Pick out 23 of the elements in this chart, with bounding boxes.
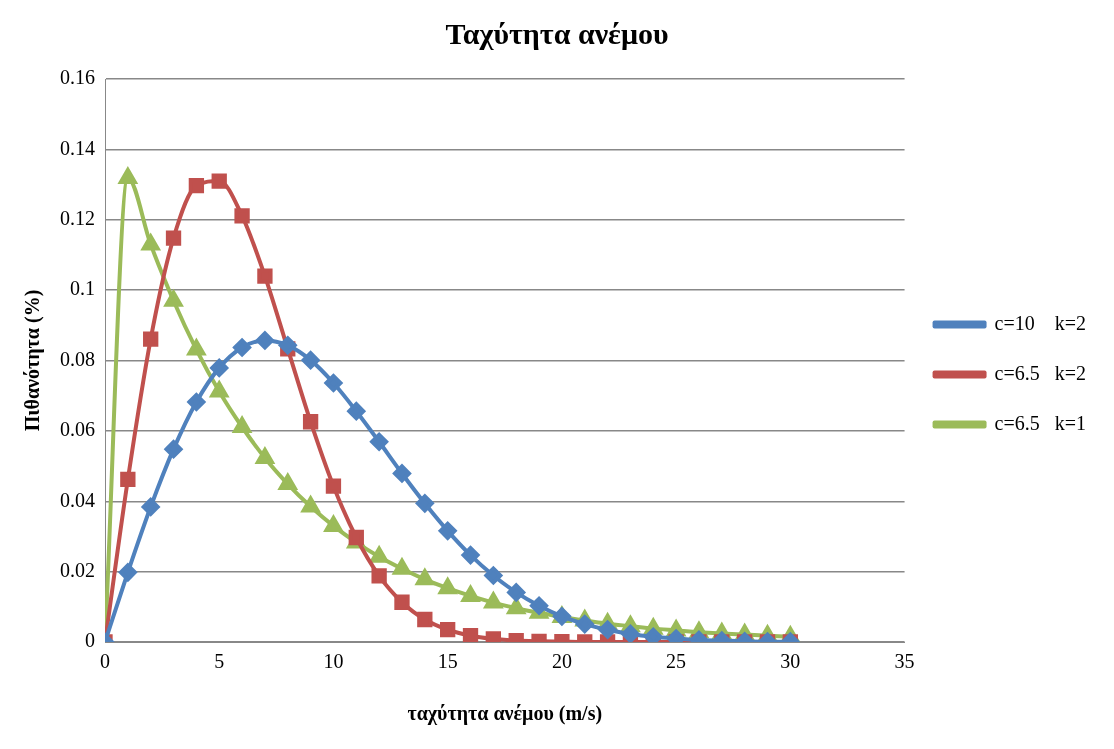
y-tick-label: 0.12	[60, 207, 95, 229]
y-tick-label: 0.04	[60, 488, 95, 511]
legend-label: c=6.5 k=1	[994, 411, 1086, 434]
legend-label: c=6.5 k=2	[994, 361, 1086, 384]
x-tick-label: 25	[666, 650, 687, 673]
y-tick-label: 0	[85, 629, 95, 652]
chart-title: Ταχύτητα ανέμου	[445, 16, 669, 50]
x-tick-label: 15	[437, 650, 458, 673]
x-tick-label: 35	[894, 650, 915, 673]
y-tick-label: 0.16	[60, 66, 95, 89]
legend-label: c=10 k=2	[994, 311, 1086, 334]
x-tick-label: 5	[214, 650, 225, 673]
y-tick-label: 0.02	[60, 558, 95, 581]
y-tick-label: 0.14	[60, 136, 95, 159]
x-tick-label: 30	[780, 650, 801, 673]
x-tick-label: 0	[100, 650, 110, 673]
x-axis-title: ταχύτητα ανέμου (m/s)	[407, 702, 603, 726]
y-tick-label: 0.08	[60, 347, 95, 370]
y-axis-title: Πιθανότητα (%)	[21, 289, 45, 432]
y-tick-label: 0.06	[60, 418, 95, 441]
y-tick-label: 0.1	[70, 277, 95, 300]
x-tick-label: 20	[551, 650, 572, 673]
x-tick-label: 10	[323, 650, 344, 673]
